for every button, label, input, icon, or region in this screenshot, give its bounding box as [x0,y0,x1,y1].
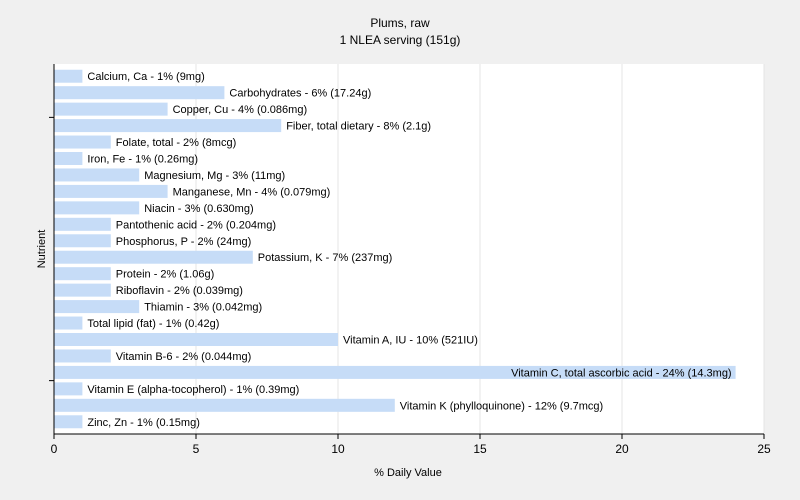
bar [54,168,140,182]
bar [54,283,111,297]
x-axis-label: % Daily Value [374,467,442,479]
bar [54,102,168,116]
bar [54,349,111,363]
bar-label: Niacin - 3% (0.630mg) [144,203,253,215]
bar [54,184,168,198]
x-tick-label: 20 [615,442,629,456]
bar-label: Manganese, Mn - 4% (0.079mg) [173,186,331,198]
x-axis-ticks: 0 5 10 15 20 25 [51,434,771,456]
x-tick-label: 15 [473,442,487,456]
bar [54,135,111,149]
bar-label: Fiber, total dietary - 8% (2.1g) [286,121,431,133]
bar-label: Thiamin - 3% (0.042mg) [144,302,262,314]
bar [54,217,111,231]
bar-label: Iron, Fe - 1% (0.26mg) [87,154,198,166]
bar [54,333,338,346]
bar-label: Vitamin A, IU - 10% (521IU) [343,335,478,347]
bar-label: Pantothenic acid - 2% (0.204mg) [116,219,276,231]
chart-title: Plums, raw [370,16,430,30]
bar [54,300,140,314]
bar-label: Vitamin C, total ascorbic acid - 24% (14… [511,367,732,379]
bar-label: Potassium, K - 7% (237mg) [258,252,393,264]
bar [54,119,282,133]
bar-label: Calcium, Ca - 1% (9mg) [87,71,204,83]
bar [54,69,83,83]
x-tick-label: 0 [51,442,58,456]
bars-group [54,69,736,429]
x-tick-label: 10 [331,442,345,456]
bar [54,201,140,215]
bar [54,365,736,379]
bar-label: Vitamin E (alpha-tocopherol) - 1% (0.39m… [87,384,299,396]
bar [54,234,111,248]
bar-label: Vitamin B-6 - 2% (0.044mg) [116,351,252,363]
bar-label: Protein - 2% (1.06g) [116,269,214,281]
bar [54,415,83,429]
bar-label: Copper, Cu - 4% (0.086mg) [173,104,308,116]
bar [54,86,225,100]
y-axis-ticks [49,116,54,382]
bar-label: Total lipid (fat) - 1% (0.42g) [87,318,219,330]
bar-labels-group: Calcium, Ca - 1% (9mg) Carbohydrates - 6%… [87,71,731,429]
bar-label: Folate, total - 2% (8mcg) [116,137,236,149]
y-axis-label: Nutrient [36,230,48,269]
bar-label: Phosphorus, P - 2% (24mg) [116,236,252,248]
bar-label: Zinc, Zn - 1% (0.15mg) [87,417,199,429]
bar [54,398,395,412]
x-tick-label: 5 [193,442,200,456]
bar [54,152,83,165]
bar [54,382,83,396]
bar [54,316,83,330]
bar-label: Riboflavin - 2% (0.039mg) [116,285,243,297]
bar [54,250,253,264]
bar-label: Carbohydrates - 6% (17.24g) [229,88,371,100]
bar-label: Magnesium, Mg - 3% (11mg) [144,170,285,182]
chart-subtitle: 1 NLEA serving (151g) [340,33,461,47]
x-tick-label: 25 [757,442,771,456]
bar-label: Vitamin K (phylloquinone) - 12% (9.7mcg) [400,400,603,412]
bar [54,267,111,281]
